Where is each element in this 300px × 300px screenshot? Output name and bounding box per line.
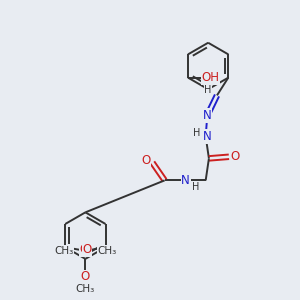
Text: O: O: [141, 154, 151, 167]
Text: H: H: [204, 85, 211, 94]
Text: CH₃: CH₃: [98, 246, 117, 256]
Text: O: O: [231, 150, 240, 163]
Text: CH₃: CH₃: [54, 246, 73, 256]
Text: N: N: [203, 130, 212, 143]
Text: O: O: [81, 270, 90, 283]
Text: O: O: [82, 243, 92, 256]
Text: OH: OH: [202, 71, 220, 84]
Text: H: H: [193, 128, 200, 138]
Text: N: N: [203, 109, 212, 122]
Text: O: O: [80, 243, 88, 256]
Text: CH₃: CH₃: [76, 284, 95, 294]
Text: N: N: [181, 174, 190, 187]
Text: H: H: [192, 182, 199, 192]
